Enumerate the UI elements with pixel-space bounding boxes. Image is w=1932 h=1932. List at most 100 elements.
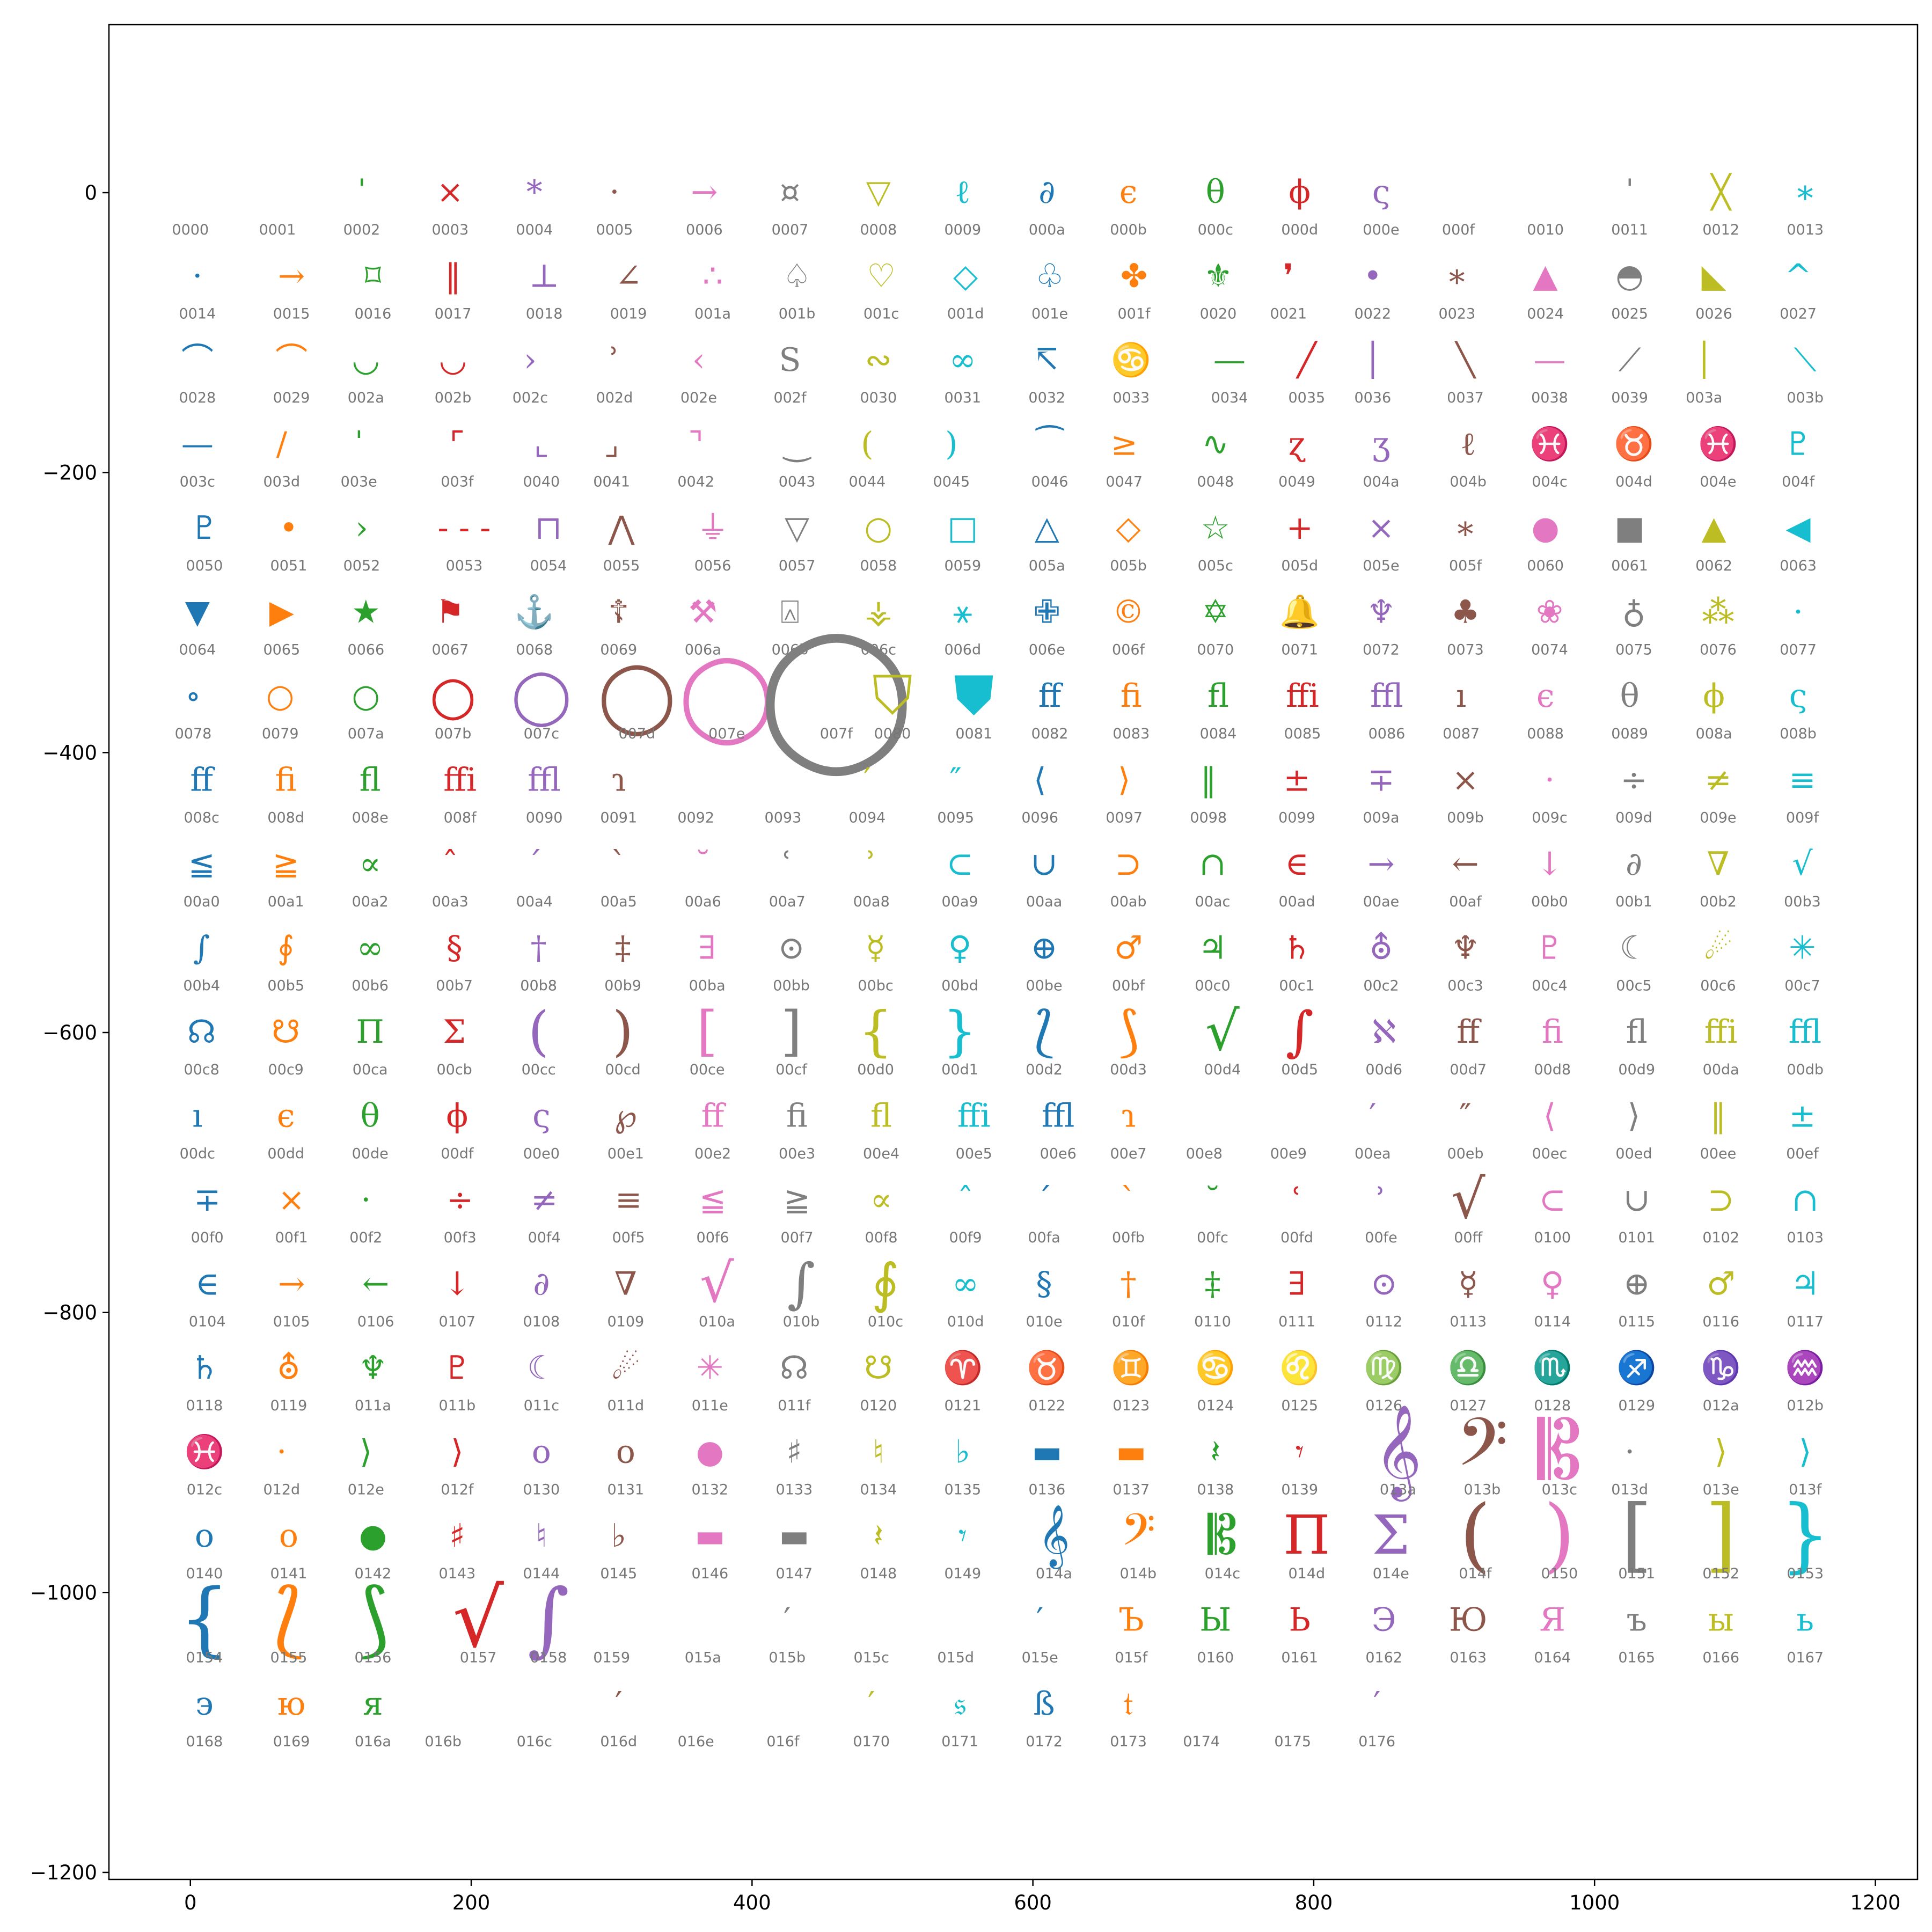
glyph-marker: ± <box>1283 762 1310 799</box>
glyph-marker: √ <box>1792 845 1813 883</box>
glyph-marker: ⌟ <box>604 426 619 463</box>
glyph-code-label: 0000 <box>172 222 209 238</box>
glyph-marker: ♋ <box>1195 1349 1235 1387</box>
glyph-marker: ☦ <box>608 594 629 631</box>
glyph-code-label: 0128 <box>1534 1397 1571 1414</box>
glyph-marker: ˋ <box>611 845 627 883</box>
glyph-marker: ∝ <box>870 1181 892 1219</box>
glyph-marker: ‡ <box>615 930 631 967</box>
glyph-marker: } <box>1780 1488 1831 1582</box>
glyph-code-label: 0123 <box>1113 1397 1150 1414</box>
glyph-marker: ♭ <box>611 1517 626 1555</box>
glyph-code-label: 0084 <box>1200 726 1237 742</box>
glyph-code-label: 0012 <box>1702 222 1739 238</box>
glyph-code-label: 0134 <box>860 1481 897 1498</box>
glyph-code-label: 013e <box>1703 1481 1739 1498</box>
glyph-marker: ⁀ <box>1035 425 1064 463</box>
glyph-marker: ˋ <box>1121 1181 1137 1219</box>
glyph-code-label: 0168 <box>186 1733 223 1750</box>
glyph-marker: ϕ <box>1703 677 1725 715</box>
glyph-marker: ☋ <box>272 1013 300 1051</box>
glyph-marker: ✙ <box>1034 594 1060 631</box>
glyph-marker: ∂ <box>533 1265 550 1303</box>
glyph-code-label: 0136 <box>1028 1481 1065 1498</box>
glyph-code-label: 0048 <box>1197 473 1234 490</box>
glyph-code-label: 001d <box>947 305 984 322</box>
glyph-code-label: 0098 <box>1190 809 1227 826</box>
glyph-marker: ■ <box>1614 509 1645 547</box>
glyph-marker: ◓ <box>1615 258 1643 295</box>
glyph-marker: ♃ <box>1198 930 1227 967</box>
glyph-code-label: 015e <box>1022 1649 1058 1666</box>
glyph-marker: ] <box>1705 1488 1737 1582</box>
glyph-code-label: 004d <box>1615 473 1652 490</box>
glyph-code-label: 015f <box>1115 1649 1148 1666</box>
glyph-code-label: 0139 <box>1281 1481 1318 1498</box>
glyph-marker: ⟅ <box>1034 1000 1055 1063</box>
glyph-marker: э <box>195 1685 214 1723</box>
x-tick-label: 600 <box>1014 1891 1052 1914</box>
glyph-code-label: 0072 <box>1363 641 1400 658</box>
glyph-code-label: 00b6 <box>352 977 389 994</box>
glyph-code-label: 0101 <box>1618 1230 1655 1246</box>
glyph-marker: Ъ <box>1118 1601 1144 1639</box>
glyph-code-label: 003e <box>341 473 377 490</box>
glyph-marker: ☊ <box>780 1349 808 1387</box>
glyph-marker: ♡ <box>867 258 896 295</box>
glyph-marker: ‡ <box>1205 1265 1221 1303</box>
glyph-marker: ⊥ <box>529 258 559 295</box>
glyph-code-label: 016e <box>678 1733 714 1750</box>
glyph-code-label: 006d <box>944 641 981 658</box>
glyph-marker: ∗ <box>1454 509 1476 547</box>
glyph-code-label: 0132 <box>691 1481 728 1498</box>
glyph-marker: → <box>278 1265 305 1303</box>
glyph-code-label: 0127 <box>1450 1397 1487 1414</box>
glyph-marker: ⊃ <box>1115 845 1141 883</box>
glyph-code-label: 008e <box>352 809 389 826</box>
glyph-marker: ❀ <box>1536 594 1563 631</box>
glyph-marker: ♑ <box>1701 1349 1741 1387</box>
glyph-code-label: 0065 <box>263 641 300 658</box>
glyph-marker: fl <box>1208 677 1229 715</box>
glyph-code-label: 00fa <box>1028 1230 1060 1246</box>
glyph-code-label: 015d <box>937 1649 974 1666</box>
glyph-code-label: 00b3 <box>1784 894 1821 910</box>
glyph-marker: ♁ <box>1622 594 1646 631</box>
glyph-marker: • <box>1363 258 1382 295</box>
glyph-code-label: 0026 <box>1695 305 1732 322</box>
glyph-marker: ▽ <box>866 173 891 211</box>
glyph-marker: fi <box>786 1097 808 1135</box>
glyph-marker: ♇ <box>190 509 219 547</box>
glyph-marker: ʿ <box>782 845 792 883</box>
glyph-code-label: 00cb <box>436 1062 472 1078</box>
glyph-code-label: 00eb <box>1447 1145 1483 1162</box>
glyph-marker: ♎ <box>1448 1349 1488 1387</box>
glyph-code-label: 0052 <box>343 558 380 574</box>
glyph-code-label: 0092 <box>677 809 714 826</box>
glyph-marker: ▼ <box>185 594 210 631</box>
x-tick-label: 0 <box>184 1891 197 1914</box>
glyph-marker: Ы <box>1199 1601 1231 1639</box>
glyph-marker: S <box>779 341 801 379</box>
glyph-code-label: 0017 <box>435 305 472 322</box>
glyph-marker: ∩ <box>1199 845 1226 883</box>
glyph-code-label: 010c <box>868 1313 903 1330</box>
glyph-marker: ◯ <box>679 644 775 745</box>
glyph-code-label: 00de <box>352 1145 389 1162</box>
glyph-marker: ∈ <box>195 1265 219 1303</box>
glyph-marker: ℘ <box>614 1097 637 1135</box>
glyph-marker: ⟨ <box>1034 762 1046 799</box>
glyph-marker: ∂ <box>1038 173 1055 211</box>
glyph-marker: ю <box>277 1685 305 1723</box>
glyph-marker: ı <box>1456 677 1466 715</box>
glyph-code-label: 012f <box>441 1481 474 1498</box>
glyph-marker: · <box>361 1181 371 1219</box>
glyph-marker: √ <box>700 1252 734 1314</box>
glyph-marker: ⟩ <box>1799 1433 1811 1471</box>
glyph-code-label: 0024 <box>1527 305 1564 322</box>
glyph-code-label: 0077 <box>1780 641 1817 658</box>
glyph-marker: Π <box>1283 1504 1330 1567</box>
glyph-marker: ☋ <box>864 1349 892 1387</box>
glyph-code-label: 009b <box>1447 809 1484 826</box>
glyph-marker: ♓ <box>185 1433 225 1471</box>
